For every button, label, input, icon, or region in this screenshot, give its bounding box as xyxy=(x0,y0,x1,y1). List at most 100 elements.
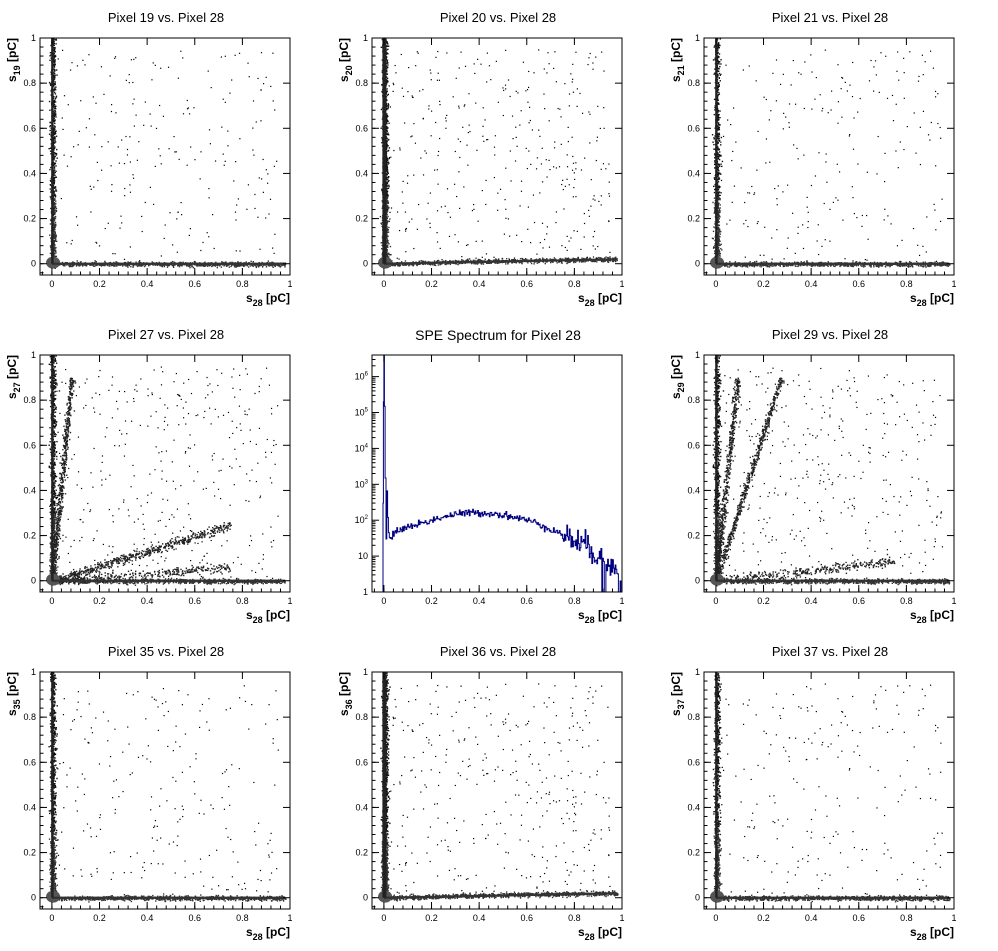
data-point xyxy=(165,264,168,266)
data-point xyxy=(410,263,413,266)
data-point xyxy=(583,222,586,225)
data-point xyxy=(151,79,153,81)
data-point xyxy=(543,93,545,95)
data-point xyxy=(463,105,465,107)
y-tick-label: 1 xyxy=(363,33,368,43)
data-point xyxy=(133,98,135,100)
data-point xyxy=(566,260,568,263)
data-point xyxy=(381,84,383,86)
data-point xyxy=(576,105,578,108)
data-point xyxy=(387,133,389,136)
data-point xyxy=(458,67,460,69)
data-point xyxy=(557,107,559,110)
data-point xyxy=(596,261,598,263)
data-point xyxy=(54,119,56,121)
data-point xyxy=(53,213,56,216)
data-point xyxy=(481,189,483,192)
data-point xyxy=(257,266,260,268)
data-point xyxy=(54,153,56,155)
data-point xyxy=(603,107,605,109)
data-point xyxy=(545,261,547,263)
data-point xyxy=(386,211,388,214)
data-point xyxy=(509,150,511,152)
data-point xyxy=(539,135,541,137)
data-point xyxy=(49,52,52,54)
data-point xyxy=(53,192,55,195)
data-point xyxy=(274,109,276,111)
data-point xyxy=(387,43,389,45)
data-point xyxy=(109,265,111,267)
data-point xyxy=(459,207,461,209)
data-point xyxy=(53,48,56,51)
data-point xyxy=(111,264,114,267)
data-point xyxy=(510,180,512,182)
data-point xyxy=(184,264,186,266)
data-point xyxy=(130,265,132,268)
data-point xyxy=(386,65,388,68)
data-point xyxy=(84,64,86,66)
data-point xyxy=(55,236,57,238)
data-point xyxy=(55,95,58,97)
data-point xyxy=(206,265,209,267)
data-point xyxy=(54,105,56,108)
data-point xyxy=(385,68,388,70)
data-point xyxy=(459,262,461,265)
data-point xyxy=(598,200,600,203)
data-point xyxy=(586,256,588,258)
data-point xyxy=(127,261,129,263)
data-point xyxy=(182,113,185,115)
data-point xyxy=(265,266,268,268)
data-point xyxy=(388,253,390,256)
data-point xyxy=(381,253,383,255)
data-point xyxy=(90,188,92,190)
data-point xyxy=(124,265,127,267)
data-point xyxy=(398,265,401,267)
data-point xyxy=(542,261,545,263)
data-point xyxy=(53,52,55,55)
data-point xyxy=(608,220,610,223)
data-point xyxy=(485,253,488,255)
data-point xyxy=(528,122,530,124)
data-point xyxy=(437,259,440,262)
data-point xyxy=(474,72,476,75)
data-point xyxy=(560,143,562,145)
data-point xyxy=(71,265,74,268)
data-point xyxy=(54,235,56,237)
data-point xyxy=(93,186,95,188)
data-point xyxy=(386,222,388,224)
data-point xyxy=(386,198,388,200)
data-point xyxy=(199,178,201,180)
data-point xyxy=(385,76,388,78)
data-point xyxy=(386,49,388,51)
data-point xyxy=(548,63,550,65)
data-point xyxy=(424,150,426,152)
data-point xyxy=(149,113,151,115)
data-point xyxy=(458,107,460,109)
data-point xyxy=(533,261,536,263)
data-point xyxy=(386,241,388,243)
data-point xyxy=(385,191,388,193)
data-point xyxy=(541,147,543,149)
data-point xyxy=(53,224,56,226)
data-point xyxy=(53,145,55,147)
data-point xyxy=(252,149,254,151)
data-point xyxy=(54,239,57,241)
data-point xyxy=(50,191,52,193)
data-point xyxy=(163,265,166,268)
data-point xyxy=(386,238,388,240)
data-point xyxy=(386,191,388,194)
data-point xyxy=(608,220,610,222)
data-point xyxy=(473,208,475,211)
data-point xyxy=(236,265,239,267)
data-point xyxy=(517,92,519,94)
data-point xyxy=(54,54,56,57)
data-point xyxy=(88,146,90,148)
data-point xyxy=(573,230,575,232)
data-point xyxy=(413,174,415,176)
data-point xyxy=(388,220,391,223)
data-point xyxy=(94,134,96,136)
data-point xyxy=(411,135,413,137)
data-point xyxy=(528,70,530,73)
data-point xyxy=(386,234,388,236)
data-point xyxy=(251,264,253,266)
